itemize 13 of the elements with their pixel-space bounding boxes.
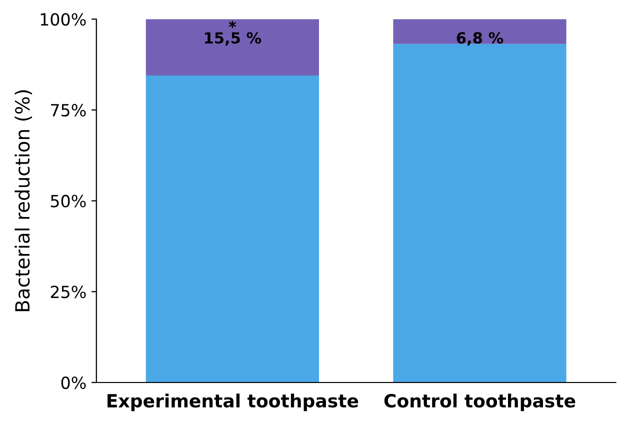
y-tick-label: 50% bbox=[50, 194, 86, 208]
data-label: 6,8 % bbox=[456, 32, 504, 46]
y-tick-label: 75% bbox=[51, 104, 86, 117]
x-tick-label: Control toothpaste bbox=[384, 394, 576, 412]
x-tick-label: Experimental toothpaste bbox=[108, 394, 358, 412]
y-axis-title: Bacterial reduction (%) bbox=[14, 90, 32, 312]
y-tick-label: 25% bbox=[50, 286, 86, 298]
y-tick-label: 100% bbox=[40, 13, 86, 26]
bar bbox=[146, 19, 319, 76]
bar bbox=[393, 19, 566, 44]
y-tick-label: 0% bbox=[61, 376, 86, 390]
data-label: 15,5 % bbox=[205, 32, 262, 46]
annotation: * bbox=[228, 20, 236, 28]
